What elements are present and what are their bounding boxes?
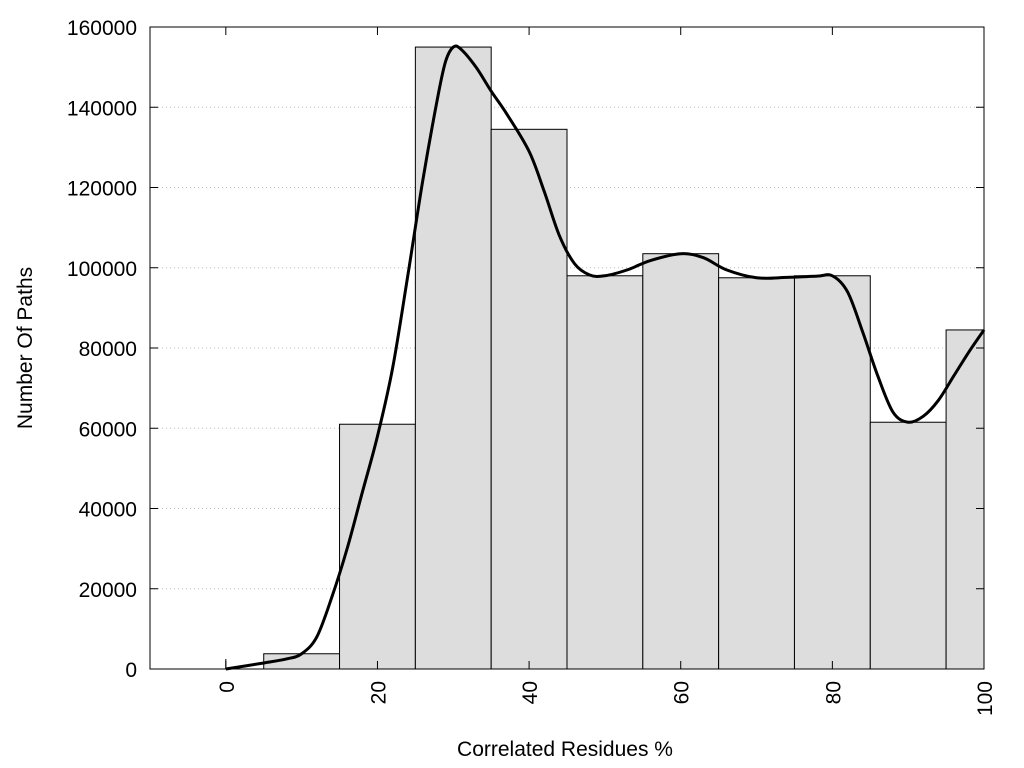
x-axis-label: Correlated Residues %	[457, 738, 673, 761]
y-tick-label: 80000	[79, 338, 137, 361]
bar-3	[414, 46, 492, 670]
x-tick-label: 60	[671, 681, 694, 704]
bar-4	[490, 128, 568, 670]
bar-7	[718, 277, 795, 670]
x-tick-label: 100	[974, 681, 997, 716]
density-curve-line	[225, 44, 986, 671]
y-tick-label: 160000	[67, 17, 137, 40]
bar-8	[793, 275, 871, 670]
y-tick-label: 20000	[79, 579, 137, 602]
y-tick-label: 60000	[79, 418, 137, 441]
x-tick-label: 20	[367, 681, 390, 704]
x-tick-label: 40	[519, 681, 542, 704]
bars	[225, 46, 985, 670]
y-axis: 0 20000 40000 60000 80000 100000 120000 140000 1…	[67, 17, 984, 682]
y-axis-label: Number Of Paths	[14, 267, 37, 429]
y-tick-label: 100000	[67, 258, 137, 281]
x-axis: 0 20 40 60 80 100	[216, 27, 997, 716]
bar-5	[566, 275, 644, 670]
y-tick-label: 120000	[67, 178, 137, 201]
bar-10	[945, 329, 985, 670]
y-tick-label: 0	[125, 659, 137, 682]
density-curve	[225, 44, 986, 671]
y-tick-label: 140000	[67, 97, 137, 120]
x-tick-label: 0	[216, 681, 239, 693]
bar-2	[339, 423, 416, 670]
x-tick-label: 80	[822, 681, 845, 704]
bar-9	[869, 421, 947, 670]
bar-6	[642, 253, 720, 670]
y-tick-label: 40000	[79, 499, 137, 522]
